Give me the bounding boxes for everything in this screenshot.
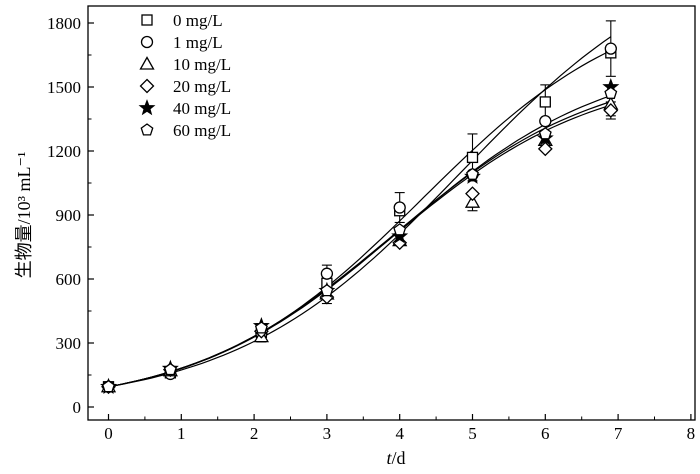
data-point-square	[539, 96, 551, 108]
data-point-triangle	[464, 194, 481, 208]
error-bars	[256, 20, 616, 343]
x-tick-label: 8	[687, 424, 696, 443]
data-point-pentagon	[320, 283, 334, 297]
data-point-diamond	[603, 103, 619, 118]
x-tick-label: 7	[614, 424, 623, 443]
data-point-circle	[539, 114, 552, 128]
y-tick-label: 1800	[47, 14, 81, 33]
legend-label: 40 mg/L	[173, 99, 231, 118]
plot-border	[87, 5, 696, 421]
data-point-diamond	[537, 141, 553, 157]
data-point-circle	[320, 267, 334, 280]
legend-label: 10 mg/L	[173, 55, 231, 74]
fit-curve	[108, 95, 611, 388]
x-tick-label: 0	[104, 424, 113, 443]
y-tick-label: 1200	[47, 142, 81, 161]
x-tick-label: 4	[395, 424, 404, 443]
data-point-star	[391, 227, 409, 244]
y-tick-label: 300	[56, 334, 82, 353]
x-tick-label: 5	[468, 424, 477, 443]
x-axis-symbol: t	[386, 448, 392, 468]
x-axis-title: t/d	[386, 448, 405, 468]
data-markers	[100, 42, 620, 395]
legend-symbol-pentagon	[140, 123, 154, 136]
legend-symbol-circle	[140, 35, 154, 49]
data-point-pentagon	[466, 167, 479, 180]
data-point-pentagon	[604, 86, 618, 99]
y-tick-label: 900	[56, 206, 82, 225]
legend-symbol-diamond	[139, 78, 155, 94]
data-point-diamond	[465, 186, 480, 202]
legend-symbol-triangle	[139, 56, 155, 70]
x-tick-label: 1	[177, 424, 186, 443]
legend-label: 0 mg/L	[173, 11, 223, 30]
data-point-circle	[393, 201, 406, 214]
fit-curves	[108, 36, 612, 388]
data-point-circle	[604, 42, 617, 55]
legend-symbol-square	[141, 14, 153, 26]
fit-curve	[108, 36, 612, 388]
fit-curve	[108, 101, 611, 388]
axis-ticks: 0 1 2 3 4 5 6 7 8 0 300 600 900 1200 1500 1800	[47, 14, 695, 443]
x-axis-unit: /d	[392, 448, 406, 468]
data-point-pentagon	[254, 321, 268, 334]
legend-symbol-star	[138, 99, 156, 116]
data-point-pentagon	[163, 362, 177, 376]
legend-label: 1 mg/L	[173, 33, 223, 52]
x-tick-label: 3	[323, 424, 332, 443]
data-point-square	[466, 151, 479, 164]
y-axis-title: 生物量/10³ mL⁻¹	[14, 152, 34, 279]
legend: 0 mg/L 1 mg/L 10 mg/L 20 mg/L 40 mg/L 60 mg/L	[138, 11, 231, 140]
y-tick-label: 1500	[47, 78, 81, 97]
legend-label: 20 mg/L	[173, 77, 231, 96]
y-tick-label: 600	[56, 270, 82, 289]
data-point-pentagon	[393, 223, 407, 236]
data-point-pentagon	[538, 127, 552, 140]
x-tick-label: 6	[541, 424, 550, 443]
fit-curve	[108, 104, 611, 388]
y-tick-label: 0	[73, 398, 82, 417]
plot-frame	[87, 5, 696, 421]
legend-label: 60 mg/L	[173, 121, 231, 140]
data-point-pentagon	[102, 379, 115, 393]
x-tick-label: 2	[250, 424, 259, 443]
